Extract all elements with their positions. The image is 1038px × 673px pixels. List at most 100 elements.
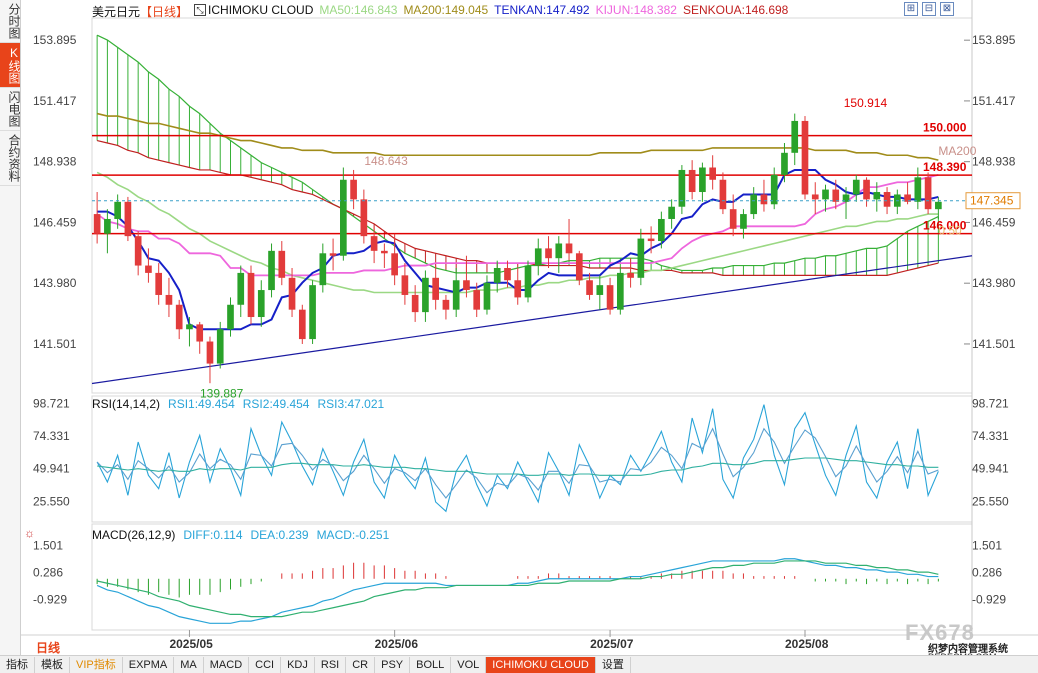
diff-label: DIFF:0.114 [183, 528, 243, 542]
toolbar-item-13[interactable]: ICHIMOKU CLOUD [486, 656, 596, 673]
candle-body [904, 194, 911, 202]
close-icon[interactable]: ⊠ [940, 2, 954, 16]
candle-body [545, 248, 552, 259]
candle-body [575, 253, 583, 281]
dea-label: DEA:0.239 [250, 528, 309, 542]
candle-body [801, 120, 809, 195]
xtick-label-3: 2025/08 [785, 637, 829, 651]
candle-body [750, 194, 758, 215]
candle-body [647, 238, 655, 242]
candle-body [524, 265, 532, 298]
candle-body [781, 152, 788, 175]
senkoua-label: SENKOUA:146.698 [682, 3, 789, 17]
candle-body [514, 280, 522, 298]
watermark-cn: 织梦内容管理系统 [928, 644, 1008, 655]
candle-body [93, 214, 101, 234]
main-ytick-left-1: 151.417 [33, 94, 77, 108]
tenkan-line [97, 168, 939, 331]
candle-body [463, 280, 470, 291]
trendline [91, 255, 973, 385]
panel-frame-1 [91, 395, 973, 523]
period-label[interactable]: 日线 [36, 641, 61, 655]
zoom-in-icon[interactable]: ⊞ [904, 2, 918, 16]
candle-body [791, 120, 799, 153]
candle-body [586, 280, 593, 295]
left-tab-2[interactable]: 闪电图 [0, 88, 21, 131]
toolbar-item-0[interactable]: 指标 [0, 656, 35, 673]
left-tab-0[interactable]: 分时图 [0, 0, 21, 43]
candle-body [770, 174, 778, 205]
ichimoku-toggle-icon[interactable]: ⤡ [194, 4, 207, 16]
window-controls: ⊞ ⊟ ⊠ [904, 2, 954, 16]
toolbar-item-9[interactable]: CR [346, 656, 376, 673]
toolbar-item-2[interactable]: VIP指标 [70, 656, 123, 673]
main-ytick-left-4: 143.980 [33, 276, 77, 290]
candle-body [709, 167, 716, 180]
rsi-series-0 [96, 404, 939, 513]
left-tab-1[interactable]: K线图 [0, 43, 21, 88]
candle-body [924, 177, 932, 210]
main-ytick-right-3: 146.459 [972, 215, 1016, 229]
candle-body [422, 277, 429, 313]
macd-diff-line [96, 558, 939, 624]
rsi-title: RSI(14,14,2) [92, 397, 161, 411]
rsi-ytick-right-2: 49.941 [972, 462, 1009, 476]
candle-body [473, 290, 481, 310]
candle-body [935, 201, 942, 210]
candle-body [124, 201, 132, 237]
macd-ytick-right-1: 0.286 [972, 565, 1002, 579]
main-ytick-left-2: 148.938 [33, 155, 77, 169]
annotation-4: 0.50 [938, 223, 962, 237]
candle-body [288, 277, 296, 310]
candle-body [401, 275, 409, 295]
sun-icon[interactable]: ☼ [24, 526, 35, 540]
kijun-line [96, 173, 939, 277]
macd-ytick-right-2: -0.929 [972, 592, 1006, 606]
candle-body [832, 189, 840, 202]
candle-body [257, 290, 265, 318]
main-ytick-right-5: 141.501 [972, 337, 1016, 351]
toolbar-item-6[interactable]: CCI [249, 656, 282, 673]
indicator-toolbar: 指标 模板 VIP指标 EXPMA MA MACD CCI KDJ RSI CR PSY BOLL VO… [0, 655, 1038, 673]
toolbar-item-1[interactable]: 模板 [35, 656, 70, 673]
candle-body [688, 169, 696, 193]
ma200-line [96, 112, 939, 161]
rsi-ytick-right-1: 74.331 [972, 429, 1009, 443]
main-ytick-left-3: 146.459 [33, 215, 77, 229]
candle-body [442, 299, 450, 310]
candle-body [596, 285, 604, 295]
candle-body [227, 304, 234, 330]
rsi-ytick-right-0: 98.721 [972, 397, 1009, 411]
rsi1-label: RSI1:49.454 [168, 397, 235, 411]
candle-body [145, 265, 152, 273]
toolbar-item-10[interactable]: PSY [375, 656, 411, 673]
rsi-ytick-right-3: 25.550 [972, 494, 1009, 508]
candle-body [760, 194, 768, 205]
kijun-label: KIJUN:148.382 [595, 3, 677, 17]
macd-ytick-left-2: -0.929 [33, 592, 67, 606]
candle-body [391, 253, 398, 276]
chart-area[interactable]: 153.895 153.895 151.417 151.417 148.938 148.9… [21, 0, 1038, 655]
candle-body [616, 272, 624, 310]
toolbar-item-14[interactable]: 设置 [596, 656, 631, 673]
left-tab-3[interactable]: 合约资料 [0, 131, 21, 186]
toolbar-item-5[interactable]: MACD [204, 656, 250, 673]
candle-body [627, 272, 634, 278]
candle-body [863, 179, 870, 200]
toolbar-item-12[interactable]: VOL [451, 656, 487, 673]
level-label-2: 146.000 [923, 219, 967, 233]
candle-body [216, 329, 224, 364]
rsi3-label: RSI3:47.021 [317, 397, 385, 411]
candle-body [186, 324, 193, 330]
toolbar-item-4[interactable]: MA [174, 656, 204, 673]
candle-body [504, 268, 511, 281]
zoom-out-icon[interactable]: ⊟ [922, 2, 936, 16]
candle-body [278, 250, 286, 278]
macd-title: MACD(26,12,9) [92, 528, 176, 542]
macd-ytick-right-0: 1.501 [972, 538, 1002, 552]
toolbar-item-11[interactable]: BOLL [410, 656, 452, 673]
toolbar-item-7[interactable]: KDJ [281, 656, 315, 673]
toolbar-item-3[interactable]: EXPMA [123, 656, 175, 673]
candle-body [606, 285, 614, 310]
toolbar-item-8[interactable]: RSI [315, 656, 347, 673]
